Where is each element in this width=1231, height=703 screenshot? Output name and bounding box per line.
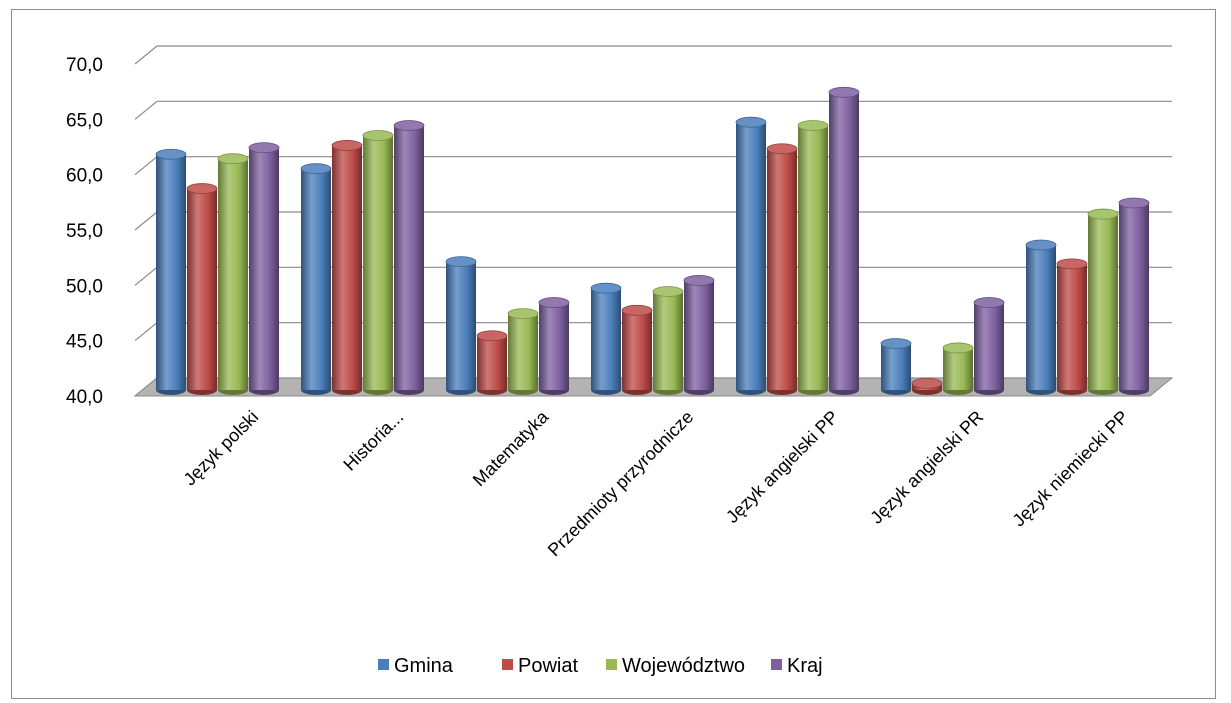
x-axis-labels: Język polski Historia... MatematykaPrzedmi… <box>180 406 1133 560</box>
y-tick-label: 40,0 <box>66 387 103 408</box>
legend-item-kraj: Kraj <box>771 655 823 677</box>
gridline-depth <box>134 156 158 176</box>
bar-kraj <box>248 142 280 395</box>
y-tick-label: 50,0 <box>66 276 103 297</box>
bar-województwo <box>797 120 829 395</box>
bar-gmina <box>880 338 912 395</box>
bar-województwo <box>507 308 539 395</box>
category-label: Język angielski PP <box>722 407 842 527</box>
bar-powiat <box>476 330 508 395</box>
legend-swatch <box>502 659 513 670</box>
y-tick-label: 70,0 <box>66 55 103 76</box>
y-tick-label: 45,0 <box>66 332 103 353</box>
legend-label: Kraj <box>787 655 823 677</box>
legend-label: Województwo <box>622 655 745 677</box>
category-label: Język polski <box>180 407 263 490</box>
legend-item-województwo: Województwo <box>606 655 745 677</box>
bar-powiat <box>621 304 653 395</box>
bar-gmina <box>445 256 477 395</box>
legend-swatch <box>771 659 782 670</box>
bar-gmina <box>155 148 187 395</box>
legend-swatch <box>378 659 389 670</box>
legend-label: Powiat <box>518 655 578 677</box>
gridline-depth <box>134 211 158 231</box>
legend: Gmina Powiat Województwo Kraj <box>378 655 823 677</box>
gridline-depth <box>134 100 158 120</box>
category-label: Matematyka <box>469 406 553 490</box>
category-label: Przedmioty przyrodnicze <box>544 407 697 560</box>
bar-kraj <box>973 297 1005 395</box>
category-label: Język niemiecki PP <box>1009 407 1133 531</box>
bar-powiat <box>331 140 363 395</box>
bar-gmina <box>735 116 767 395</box>
legend-item-gmina: Gmina <box>378 655 454 677</box>
bar-kraj <box>828 86 860 395</box>
bar-powiat <box>186 183 218 395</box>
bar-województwo <box>217 153 249 395</box>
bar-gmina <box>590 282 622 395</box>
y-tick-label: 60,0 <box>66 166 103 187</box>
bar-gmina <box>300 163 332 395</box>
legend-label: Gmina <box>394 655 454 677</box>
category-label: Język angielski PR <box>866 407 987 528</box>
bar-powiat <box>1056 258 1088 395</box>
bar-województwo <box>652 286 684 395</box>
y-tick-label: 65,0 <box>66 110 103 131</box>
bar-kraj <box>393 120 425 395</box>
legend-item-powiat: Powiat <box>502 655 578 677</box>
y-axis-ticks: 70,0 65,0 60,0 55,0 50,0 45,0 40,0 <box>66 55 103 408</box>
bar-województwo <box>1087 208 1119 395</box>
y-tick-label: 55,0 <box>66 221 103 242</box>
category-label: Historia... <box>339 407 407 475</box>
bar-kraj <box>683 275 715 395</box>
bar-gmina <box>1025 239 1057 395</box>
legend-swatch <box>606 659 617 670</box>
bar-powiat <box>911 377 943 395</box>
bar-kraj <box>538 297 570 395</box>
bars <box>155 86 1150 395</box>
gridline-depth <box>134 266 158 286</box>
bar-powiat <box>766 143 798 395</box>
gridline-depth <box>134 322 158 342</box>
bar-województwo <box>362 130 394 395</box>
gridline-depth <box>134 45 158 65</box>
bar-województwo <box>942 342 974 395</box>
bar-kraj <box>1118 197 1150 395</box>
